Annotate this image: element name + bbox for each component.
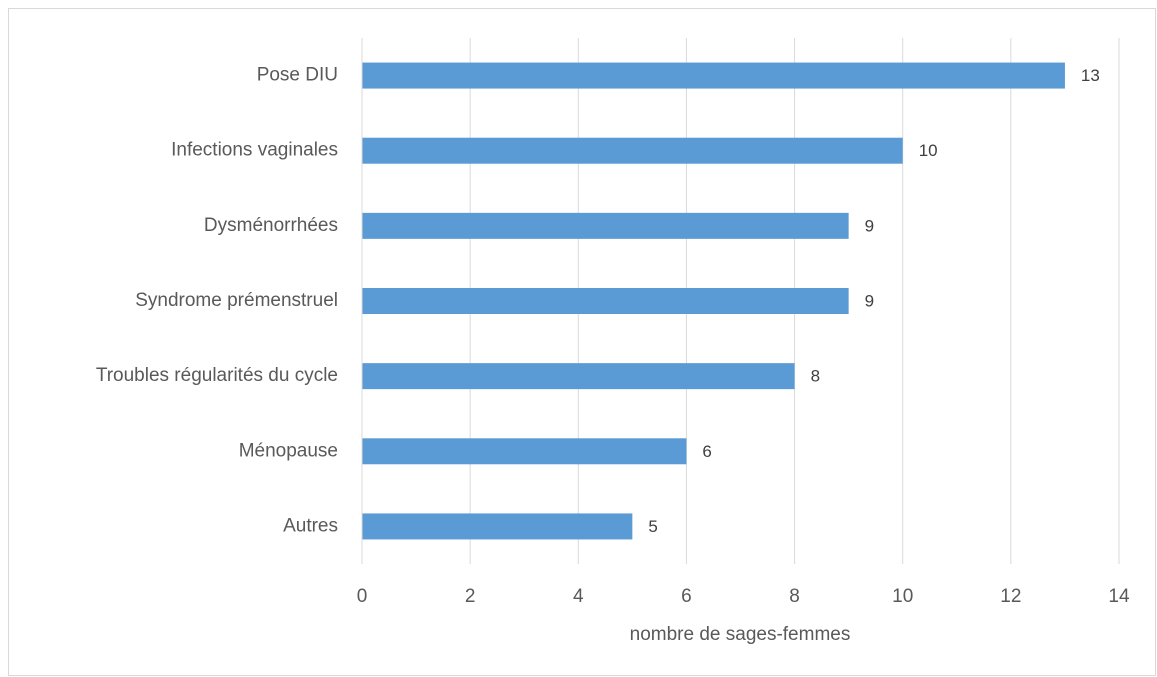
- y-tick-label: Syndrome prémenstruel: [135, 290, 338, 311]
- x-tick-label: 10: [892, 586, 913, 607]
- chart-frame: [8, 8, 1156, 676]
- value-label: 8: [811, 367, 820, 386]
- y-tick-label: Autres: [283, 515, 338, 536]
- x-tick-label: 6: [681, 586, 692, 607]
- bar: [362, 288, 849, 314]
- y-tick-label: Dysménorrhées: [204, 215, 338, 236]
- value-label: 9: [865, 216, 874, 235]
- value-label: 9: [865, 291, 874, 310]
- value-label: 5: [648, 517, 657, 536]
- bar: [362, 137, 903, 164]
- x-tick-label: 2: [465, 586, 476, 607]
- y-tick-label: Pose DIU: [257, 65, 338, 86]
- x-axis-label: nombre de sages-femmes: [630, 624, 851, 645]
- bar: [362, 513, 633, 540]
- y-tick-label: Infections vaginales: [171, 140, 338, 161]
- value-label: 6: [702, 442, 711, 461]
- bar: [362, 62, 1065, 89]
- y-tick-label: Ménopause: [239, 440, 338, 461]
- bar: [362, 438, 687, 465]
- x-tick-label: 8: [789, 586, 800, 607]
- x-tick-label: 0: [357, 586, 368, 607]
- value-label: 13: [1081, 66, 1100, 85]
- y-tick-label: Troubles régularités du cycle: [96, 365, 338, 386]
- x-tick-label: 12: [1000, 586, 1021, 607]
- x-tick-label: 4: [573, 586, 584, 607]
- value-label: 10: [919, 141, 938, 160]
- x-tick-label: 14: [1108, 586, 1130, 607]
- bar: [362, 363, 795, 390]
- bar: [362, 212, 849, 239]
